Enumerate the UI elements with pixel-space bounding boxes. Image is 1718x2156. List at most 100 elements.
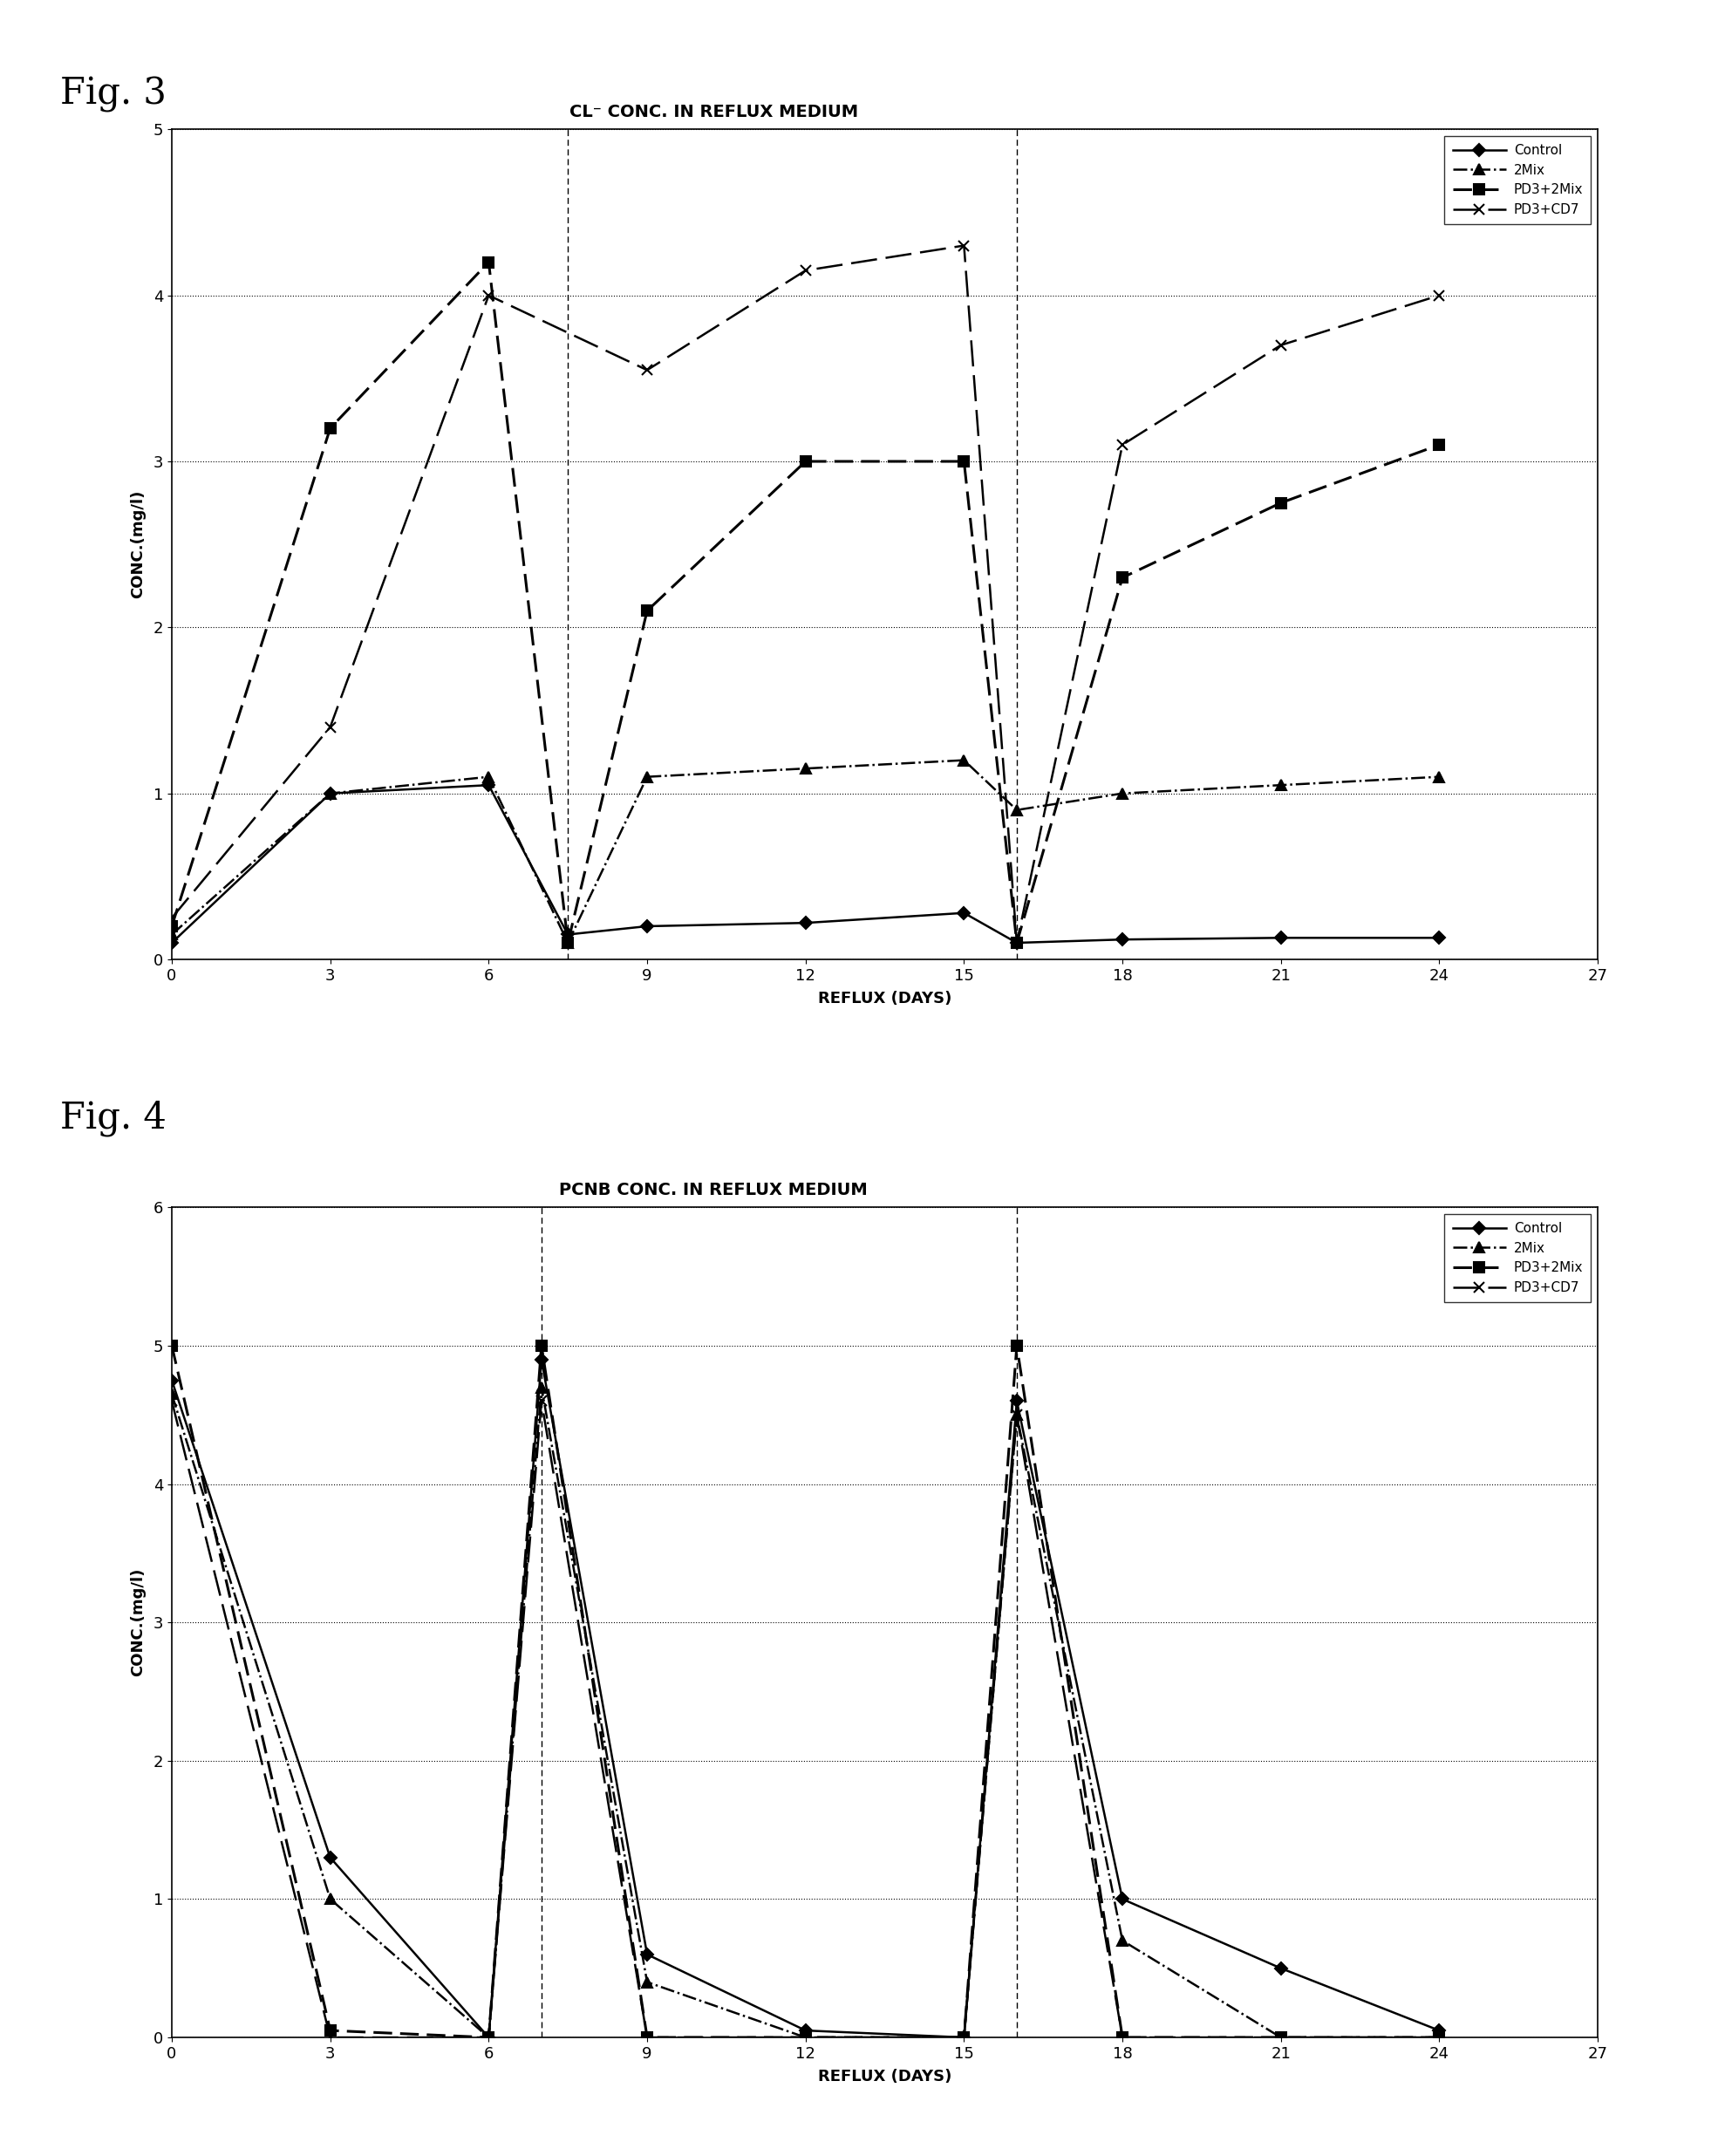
PD3+2Mix [795,2024,816,2050]
Line: PD3+2Mix: PD3+2Mix [167,257,1445,949]
X-axis label: REFLUX (DAYS): REFLUX (DAYS) [818,2070,952,2085]
Title: CL⁻ CONC. IN REFLUX MEDIUM: CL⁻ CONC. IN REFLUX MEDIUM [569,103,857,121]
2Mix [478,2024,498,2050]
PD3+2Mix [1112,2024,1132,2050]
Control [478,2024,498,2050]
Control [1271,925,1292,951]
PD3+CD7 [1112,431,1132,457]
Line: Control: Control [168,780,1443,946]
Control [320,780,340,806]
2Mix [1112,780,1132,806]
Line: PD3+CD7: PD3+CD7 [167,239,1445,949]
2Mix [320,1886,340,1912]
Control [1429,2018,1450,2044]
Control [637,914,658,940]
Control [1112,1886,1132,1912]
PD3+2Mix [320,2018,340,2044]
Control [953,2024,974,2050]
Control [1007,1388,1027,1414]
PD3+CD7 [953,2024,974,2050]
Control [1429,925,1450,951]
Control [1112,927,1132,953]
PD3+CD7 [320,2024,340,2050]
PD3+CD7 [953,233,974,259]
PD3+CD7 [1271,332,1292,358]
PD3+2Mix [1007,929,1027,955]
PD3+CD7 [531,1388,551,1414]
PD3+2Mix [953,448,974,474]
2Mix [1429,2024,1450,2050]
Title: PCNB CONC. IN REFLUX MEDIUM: PCNB CONC. IN REFLUX MEDIUM [560,1181,868,1199]
Line: PD3+CD7: PD3+CD7 [167,1395,1445,2044]
2Mix [637,1968,658,1994]
PD3+2Mix [1271,2024,1292,2050]
Line: 2Mix: 2Mix [167,755,1445,949]
PD3+CD7 [1271,2024,1292,2050]
2Mix [531,1373,551,1399]
PD3+CD7 [1007,1401,1027,1427]
2Mix [320,780,340,806]
PD3+CD7 [795,2024,816,2050]
Control [953,899,974,925]
PD3+CD7 [1429,282,1450,308]
PD3+2Mix [953,2024,974,2050]
PD3+CD7 [161,1388,182,1414]
PD3+2Mix [161,1332,182,1358]
PD3+2Mix [1007,1332,1027,1358]
2Mix [953,748,974,774]
Control [1271,1955,1292,1981]
PD3+2Mix [161,914,182,940]
Control [558,921,579,946]
Control [1007,929,1027,955]
PD3+2Mix [1271,489,1292,515]
2Mix [1429,763,1450,789]
PD3+CD7 [1112,2024,1132,2050]
Control [795,2018,816,2044]
PD3+CD7 [1007,929,1027,955]
PD3+2Mix [320,416,340,442]
PD3+CD7 [478,2024,498,2050]
Line: PD3+2Mix: PD3+2Mix [167,1341,1445,2042]
2Mix [795,2024,816,2050]
PD3+2Mix [1112,565,1132,591]
PD3+CD7 [478,282,498,308]
2Mix [1112,1927,1132,1953]
PD3+2Mix [478,250,498,276]
PD3+CD7 [637,2024,658,2050]
PD3+2Mix [637,2024,658,2050]
Control [795,910,816,936]
2Mix [1007,798,1027,824]
2Mix [558,929,579,955]
Control [161,1367,182,1393]
2Mix [953,2024,974,2050]
Text: Fig. 3: Fig. 3 [60,75,167,112]
PD3+CD7 [1429,2024,1450,2050]
PD3+2Mix [531,1332,551,1358]
PD3+2Mix [795,448,816,474]
2Mix [637,763,658,789]
PD3+2Mix [558,929,579,955]
PD3+CD7 [320,714,340,740]
Control [161,929,182,955]
Y-axis label: CONC.(mg/l): CONC.(mg/l) [131,489,146,599]
Legend: Control, 2Mix, PD3+2Mix, PD3+CD7: Control, 2Mix, PD3+2Mix, PD3+CD7 [1445,136,1591,224]
2Mix [1271,2024,1292,2050]
PD3+2Mix [1429,431,1450,457]
Y-axis label: CONC.(mg/l): CONC.(mg/l) [131,1567,146,1677]
PD3+2Mix [1429,2024,1450,2050]
X-axis label: REFLUX (DAYS): REFLUX (DAYS) [818,992,952,1007]
Control [637,1940,658,1966]
2Mix [161,1382,182,1408]
Line: Control: Control [168,1356,1443,2042]
PD3+CD7 [637,358,658,384]
PD3+CD7 [795,257,816,282]
2Mix [1007,1401,1027,1427]
2Mix [161,921,182,946]
Legend: Control, 2Mix, PD3+2Mix, PD3+CD7: Control, 2Mix, PD3+2Mix, PD3+CD7 [1445,1214,1591,1302]
Control [531,1348,551,1373]
2Mix [795,755,816,780]
2Mix [478,763,498,789]
Control [478,772,498,798]
PD3+2Mix [637,597,658,623]
2Mix [1271,772,1292,798]
